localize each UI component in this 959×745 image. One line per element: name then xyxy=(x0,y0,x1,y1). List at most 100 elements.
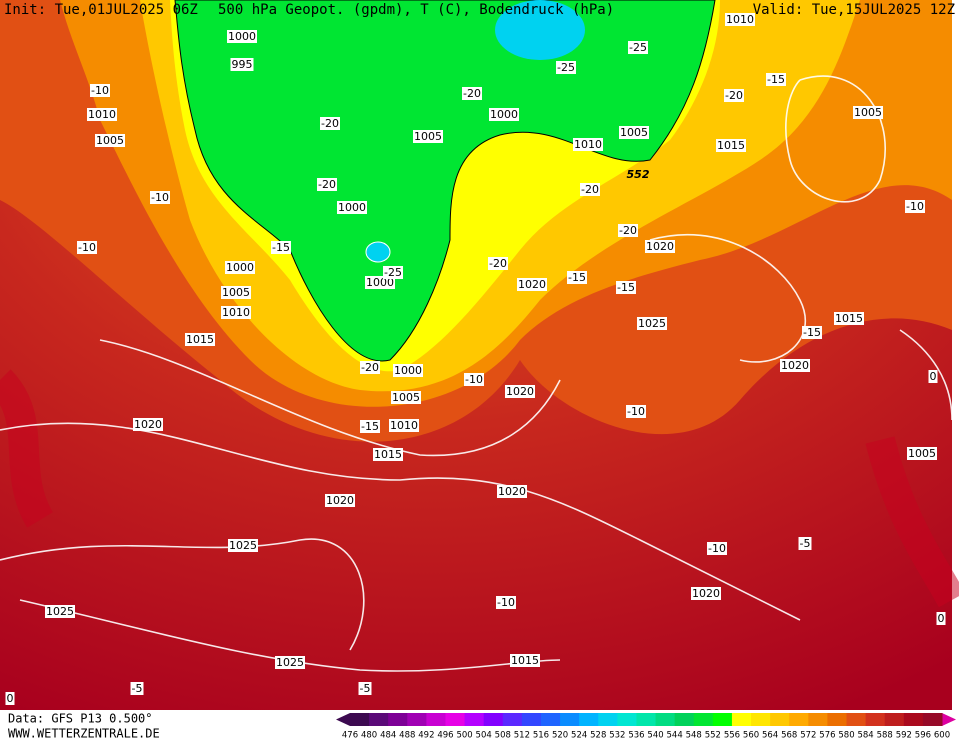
header: Init: Tue,01JUL2025 06Z 500 hPa Geopot. … xyxy=(4,2,955,18)
isobar-label-box xyxy=(389,419,419,432)
colorbar-tick-label: 524 xyxy=(571,731,587,741)
isobar-label: 1005 xyxy=(908,447,936,460)
isotherm-label: -20 xyxy=(619,224,637,237)
isobar-label: 1025 xyxy=(229,539,257,552)
isotherm-label: -15 xyxy=(568,271,586,284)
isobar-label-box xyxy=(393,364,423,377)
isotherm-label-box xyxy=(724,89,744,102)
isotherm-label-box xyxy=(320,117,340,130)
isotherm-label-box xyxy=(936,612,946,625)
colorbar-swatch xyxy=(560,713,580,726)
colorbar-tick-label: 496 xyxy=(437,731,453,741)
isobar-label: 1025 xyxy=(276,656,304,669)
isotherm-label-box xyxy=(626,405,646,418)
isotherm-label: -10 xyxy=(708,542,726,555)
isotherm-label: -10 xyxy=(497,596,515,609)
isobar-label-box xyxy=(221,286,251,299)
isobar-label-box xyxy=(133,418,163,431)
isotherm-label: -5 xyxy=(360,682,371,695)
colorbar-swatch xyxy=(922,713,943,726)
colorbar-swatch xyxy=(655,713,676,726)
isobar-label: 1005 xyxy=(96,134,124,147)
isobar-label: 1010 xyxy=(88,108,116,121)
colorbar-arrow-right xyxy=(942,713,956,726)
colorbar-tick-label: 592 xyxy=(896,731,912,741)
isotherm-label-box xyxy=(616,281,636,294)
isobar-label: 1015 xyxy=(374,448,402,461)
isotherm-label-box xyxy=(462,87,482,100)
isobar-label: 1010 xyxy=(726,13,754,26)
colorbar-swatch xyxy=(521,713,542,726)
isobar-label: 1005 xyxy=(222,286,250,299)
isobar-label-box xyxy=(619,126,649,139)
colorbar-tick-label: 568 xyxy=(781,731,797,741)
colorbar-tick-label: 532 xyxy=(609,731,625,741)
isobar-label-box xyxy=(225,261,255,274)
isotherm-label: -20 xyxy=(489,257,507,270)
colorbar: 476 480 484 488 492 496 500 504 508 512 516 520 524 5… xyxy=(336,713,956,741)
isobar-label-box xyxy=(228,539,258,552)
isotherm-label-box xyxy=(150,191,170,204)
colorbar-tick-label: 600 xyxy=(934,731,950,741)
colorbar-swatch xyxy=(693,713,714,726)
isobar-label: 1020 xyxy=(506,385,534,398)
isobar-label: 1015 xyxy=(186,333,214,346)
colorbar-tick-label: 548 xyxy=(686,731,702,741)
isotherm-label-box xyxy=(496,596,516,609)
isobar-label: 1005 xyxy=(414,130,442,143)
isobar-label: 1010 xyxy=(574,138,602,151)
colorbar-tick-label: 476 xyxy=(342,731,358,741)
isobar-label-box xyxy=(230,58,254,71)
isobar-label: 1015 xyxy=(835,312,863,325)
colorbar-swatch xyxy=(846,713,867,726)
valid-label: Valid: Tue,15JUL2025 12Z xyxy=(753,2,955,18)
isobar-label-box xyxy=(325,494,355,507)
colorbar-swatch xyxy=(426,713,446,726)
isotherm-label-box xyxy=(766,73,786,86)
isobar-label: 1020 xyxy=(518,278,546,291)
colorbar-swatch xyxy=(789,713,809,726)
isotherm-label: -20 xyxy=(725,89,743,102)
isobar-label-box xyxy=(489,108,519,121)
data-source: Data: GFS P13 0.500° xyxy=(8,712,153,726)
colorbar-swatch xyxy=(770,713,790,726)
colorbar-swatch xyxy=(731,713,752,726)
isotherm-label-box xyxy=(464,373,484,386)
colorbar-swatch xyxy=(884,713,905,726)
isobar-label-box xyxy=(716,139,746,152)
isobar-label-box xyxy=(907,447,937,460)
colorbar-tick-label: 508 xyxy=(495,731,511,741)
isobar-label-box xyxy=(373,448,403,461)
isobar-label: 1020 xyxy=(781,359,809,372)
isotherm-label-box xyxy=(90,84,110,97)
isotherm-label-box xyxy=(317,178,337,191)
isotherm-label-box xyxy=(580,183,600,196)
isobar-label: 1020 xyxy=(692,587,720,600)
isotherm-label: -20 xyxy=(581,183,599,196)
isotherm-label: -15 xyxy=(361,420,379,433)
colorbar-tick-label: 528 xyxy=(590,731,606,741)
isotherm-label-box xyxy=(905,200,925,213)
isobar-label-box xyxy=(517,278,547,291)
isobar-label-box xyxy=(853,106,883,119)
isobar-label: 1000 xyxy=(394,364,422,377)
isotherm-label: -20 xyxy=(463,87,481,100)
colorbar-tick-label: 552 xyxy=(705,731,721,741)
isobar-label-box xyxy=(637,317,667,330)
isotherm-label-box xyxy=(798,537,812,550)
isobar-label-box xyxy=(834,312,864,325)
isotherm-label: -10 xyxy=(465,373,483,386)
isobar-label: 1020 xyxy=(134,418,162,431)
isotherm-label: -10 xyxy=(91,84,109,97)
isobar-label: 1020 xyxy=(326,494,354,507)
isotherm-label-box xyxy=(358,682,372,695)
isobar-label: 1020 xyxy=(646,240,674,253)
colorbar-tick-label: 492 xyxy=(418,731,434,741)
isotherm-label: -10 xyxy=(627,405,645,418)
isotherm-label-box xyxy=(5,692,15,705)
isobar-label: 1000 xyxy=(490,108,518,121)
colorbar-tick-label: 488 xyxy=(399,731,415,741)
isotherm-label-box xyxy=(360,361,380,374)
colorbar-tick-label: 564 xyxy=(762,731,778,741)
colorbar-tick-label: 556 xyxy=(724,731,740,741)
